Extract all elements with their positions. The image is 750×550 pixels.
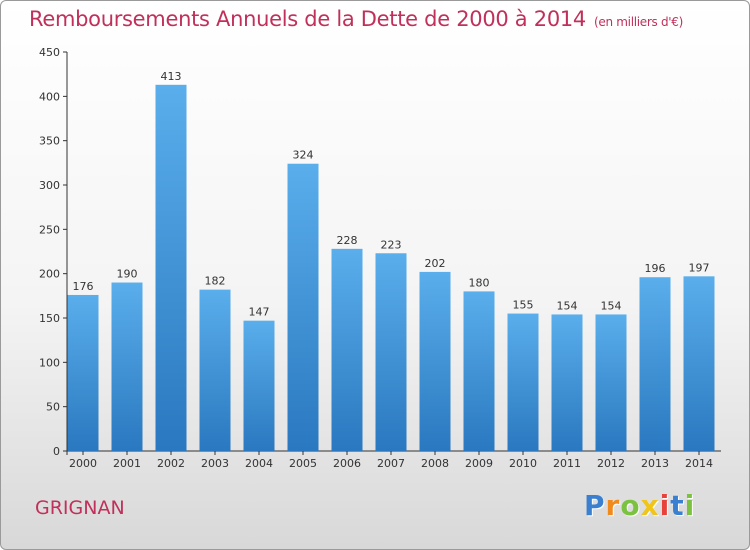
bar-value-label: 154 <box>601 299 622 312</box>
y-tick-label: 250 <box>39 223 60 236</box>
bar <box>551 314 583 451</box>
x-tick-label: 2014 <box>685 457 713 470</box>
y-tick-label: 150 <box>39 312 60 325</box>
bar-value-label: 154 <box>557 299 578 312</box>
x-tick-label: 2012 <box>597 457 625 470</box>
bar-value-label: 324 <box>293 149 314 162</box>
y-tick-label: 350 <box>39 135 60 148</box>
logo-letter: i <box>659 489 671 522</box>
x-tick-label: 2005 <box>289 457 317 470</box>
logo-letter: t <box>670 489 685 522</box>
x-tick-label: 2001 <box>113 457 141 470</box>
proxiti-logo[interactable]: Proxiti <box>584 489 695 522</box>
bar-value-label: 197 <box>689 261 710 274</box>
bar-value-label: 202 <box>425 257 446 270</box>
bar-value-label: 147 <box>249 306 270 319</box>
x-tick-label: 2011 <box>553 457 581 470</box>
logo-letter: i <box>684 489 696 522</box>
bar-value-label: 190 <box>117 268 138 281</box>
bar-value-label: 413 <box>161 70 182 83</box>
x-tick-label: 2009 <box>465 457 493 470</box>
bar-value-label: 155 <box>513 299 534 312</box>
chart-unit: (en milliers d'€) <box>594 15 684 29</box>
bar <box>683 276 715 451</box>
y-tick-label: 400 <box>39 90 60 103</box>
chart-title-text: Remboursements Annuels de la Dette de 20… <box>29 7 586 31</box>
bar-value-label: 176 <box>73 280 94 293</box>
logo-letter: o <box>620 489 641 522</box>
x-tick-label: 2013 <box>641 457 669 470</box>
bar-value-label: 196 <box>645 262 666 275</box>
bar <box>463 291 495 451</box>
y-tick-label: 300 <box>39 179 60 192</box>
x-tick-label: 2008 <box>421 457 449 470</box>
x-tick-label: 2002 <box>157 457 185 470</box>
bar <box>419 271 451 451</box>
bar <box>595 314 627 451</box>
logo-letter: r <box>605 489 621 522</box>
x-tick-label: 2004 <box>245 457 273 470</box>
bar-value-label: 182 <box>205 275 226 288</box>
bar <box>243 320 275 451</box>
y-tick-label: 100 <box>39 356 60 369</box>
bar <box>507 313 539 451</box>
bar <box>111 282 143 451</box>
y-tick-label: 50 <box>46 401 60 414</box>
x-tick-label: 2006 <box>333 457 361 470</box>
x-tick-label: 2007 <box>377 457 405 470</box>
bar <box>287 163 319 451</box>
bar <box>67 294 99 451</box>
x-tick-label: 2003 <box>201 457 229 470</box>
logo-letter: x <box>640 489 660 522</box>
bar-value-label: 180 <box>469 276 490 289</box>
bar <box>199 289 231 451</box>
y-tick-label: 450 <box>39 46 60 59</box>
bar <box>155 84 187 451</box>
bar-value-label: 223 <box>381 238 402 251</box>
x-tick-label: 2010 <box>509 457 537 470</box>
logo-letter: P <box>584 489 606 522</box>
bar-value-label: 228 <box>337 234 358 247</box>
x-tick-label: 2000 <box>69 457 97 470</box>
town-name: GRIGNAN <box>35 497 125 519</box>
bar <box>375 253 407 451</box>
chart-title: Remboursements Annuels de la Dette de 20… <box>29 7 683 31</box>
bar <box>639 277 671 451</box>
y-tick-label: 200 <box>39 268 60 281</box>
bar <box>331 248 363 451</box>
y-tick-label: 0 <box>53 445 60 458</box>
